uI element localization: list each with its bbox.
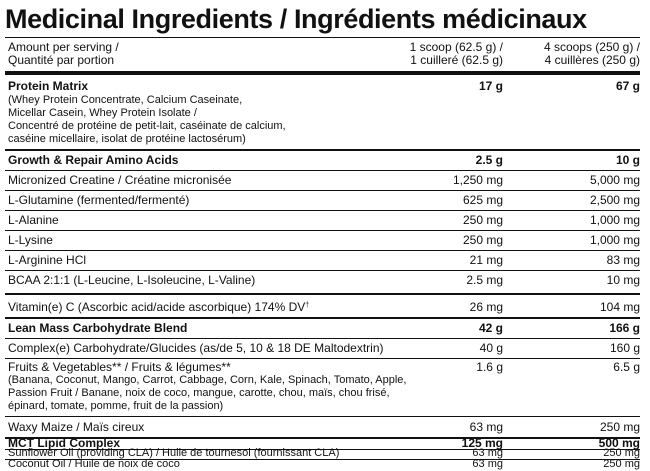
section-value-per-4-scoops: 500 mg — [598, 436, 640, 450]
ingredient-row: L-Lysine 250 mg 1,000 mg — [5, 231, 640, 251]
ingredient-value-per-scoop: 40 g — [479, 341, 503, 355]
ingredient-value-per-4-scoops: 2,500 mg — [589, 193, 640, 207]
serving-col2-line1: 4 scoops (250 g) / — [543, 40, 640, 54]
section-mct-lipid-complex: MCT Lipid Complex 125 mg 500 mg — [5, 436, 640, 450]
section-name: Growth & Repair Amino Acids — [8, 153, 179, 167]
ingredient-label: Micronized Creatine / Créatine micronisé… — [8, 173, 232, 187]
section-name: Lean Mass Carbohydrate Blend — [8, 321, 188, 335]
ingredient-row: Sunflower Oil (providing CLA) / Huile de… — [5, 447, 640, 459]
fruits-vegetables-row: Fruits & Vegetables** / Fruits & légumes… — [5, 359, 640, 417]
title-rule — [5, 37, 640, 38]
ingredient-value-per-4-scoops: 10 mg — [606, 273, 640, 287]
section-value-per-4-scoops: 67 g — [615, 79, 640, 93]
ingredient-value-per-4-scoops: 250 mg — [603, 447, 640, 459]
ingredient-row: Coconut Oil / Huile de noix de coco 63 m… — [5, 458, 640, 470]
ingredient-value-per-scoop: 1,250 mg — [452, 173, 503, 187]
section-value-per-scoop: 125 mg — [461, 436, 503, 450]
serving-col1-line2: 1 cuilleré (62.5 g) — [410, 53, 503, 67]
ingredient-value-per-4-scoops: 104 mg — [599, 300, 640, 314]
section-name: Protein Matrix — [8, 79, 89, 93]
ingredient-value-per-4-scoops: 250 mg — [599, 420, 640, 434]
serving-label-fr: Quantité par portion — [8, 53, 115, 67]
ingredient-row: Complex(e) Carbohydrate/Glucides (as/de … — [5, 339, 640, 359]
header-thick-rule — [5, 71, 640, 75]
section-value-per-scoop: 17 g — [478, 79, 503, 93]
serving-col2-line2: 4 cuillères (250 g) — [544, 53, 640, 67]
fruits-desc-line: épinard, tomate, pomme, fruit de la pass… — [8, 400, 224, 412]
ingredient-value-per-scoop: 63 mg — [472, 447, 503, 459]
ingredient-label: L-Glutamine (fermented/fermenté) — [8, 193, 190, 207]
protein-desc-line: Concentré de protéine de petit-lait, cas… — [8, 120, 286, 132]
fruits-desc-line: (Banana, Coconut, Mango, Carrot, Cabbage… — [8, 374, 407, 386]
section-protein-matrix: Protein Matrix 17 g 67 g — [5, 75, 640, 151]
ingredient-label: Coconut Oil / Huile de noix de coco — [8, 458, 180, 470]
ingredient-value-per-scoop: 2.5 mg — [466, 273, 503, 287]
ingredient-label: L-Lysine — [8, 233, 53, 247]
serving-header: Amount per serving / Quantité par portio… — [5, 40, 640, 70]
ingredient-row: L-Glutamine (fermented/fermenté) 625 mg … — [5, 191, 640, 211]
ingredient-value-per-4-scoops: 160 g — [609, 341, 640, 355]
section-value-per-4-scoops: 10 g — [615, 153, 640, 167]
ingredient-label: BCAA 2:1:1 (L-Leucine, L-Isoleucine, L-V… — [8, 273, 256, 287]
section-amino-acids: Growth & Repair Amino Acids 2.5 g 10 g — [5, 151, 640, 171]
vitamin-c-row: Vitamin(e) C (Ascorbic acid/acide ascorb… — [5, 295, 640, 319]
section-carbohydrate-blend: Lean Mass Carbohydrate Blend 42 g 166 g — [5, 319, 640, 339]
ingredient-row: Waxy Maize / Maïs cireux 63 mg 250 mg — [5, 417, 640, 439]
serving-col1-line1: 1 scoop (62.5 g) / — [409, 40, 503, 54]
ingredient-value-per-scoop: 63 mg — [472, 458, 503, 470]
fruits-desc-line: Passion Fruit / Banane, noix de coco, ma… — [8, 387, 390, 399]
ingredient-label: Fruits & Vegetables** / Fruits & légumes… — [8, 360, 231, 374]
protein-desc-line: Micellar Casein, Whey Protein Isolate / — [8, 107, 197, 119]
section-value-per-scoop: 42 g — [478, 321, 503, 335]
ingredient-label: Sunflower Oil (providing CLA) / Huile de… — [8, 447, 340, 459]
section-name: MCT Lipid Complex — [8, 436, 120, 450]
ingredient-value-per-4-scoops: 6.5 g — [613, 360, 640, 374]
dagger-mark: † — [305, 302, 310, 309]
ingredient-row: Micronized Creatine / Créatine micronisé… — [5, 171, 640, 191]
ingredient-value-per-scoop: 21 mg — [469, 253, 503, 267]
protein-desc-line: caséine micellaire, isolat de protéine l… — [8, 133, 246, 145]
ingredient-value-per-4-scoops: 1,000 mg — [589, 213, 640, 227]
ingredient-row: BCAA 2:1:1 (L-Leucine, L-Isoleucine, L-V… — [5, 271, 640, 295]
ingredient-value-per-scoop: 26 mg — [469, 300, 503, 314]
ingredient-label: L-Arginine HCl — [8, 253, 87, 267]
serving-label-en: Amount per serving / — [8, 40, 119, 54]
ingredient-value-per-4-scoops: 5,000 mg — [589, 173, 640, 187]
vitamin-label-text: Vitamin(e) C (Ascorbic acid/acide ascorb… — [8, 300, 306, 314]
ingredient-value-per-scoop: 625 mg — [462, 193, 503, 207]
protein-desc-line: (Whey Protein Concentrate, Calcium Casei… — [8, 94, 243, 106]
ingredient-label: Vitamin(e) C (Ascorbic acid/acide ascorb… — [8, 301, 309, 314]
ingredient-row: L-Alanine 250 mg 1,000 mg — [5, 211, 640, 231]
ingredient-value-per-scoop: 1.6 g — [476, 360, 503, 374]
section-value-per-scoop: 2.5 g — [475, 153, 503, 167]
ingredient-value-per-scoop: 63 mg — [469, 420, 503, 434]
ingredient-label: L-Alanine — [8, 213, 59, 227]
section-value-per-4-scoops: 166 g — [609, 321, 640, 335]
ingredient-value-per-4-scoops: 83 mg — [606, 253, 640, 267]
ingredient-value-per-4-scoops: 1,000 mg — [589, 233, 640, 247]
panel-title: Medicinal Ingredients / Ingrédients médi… — [5, 4, 587, 34]
ingredient-value-per-scoop: 250 mg — [462, 233, 503, 247]
ingredient-label: Waxy Maize / Maïs cireux — [8, 420, 145, 434]
ingredient-label: Complex(e) Carbohydrate/Glucides (as/de … — [8, 341, 384, 355]
ingredient-value-per-4-scoops: 250 mg — [603, 458, 640, 470]
ingredient-row: L-Arginine HCl 21 mg 83 mg — [5, 251, 640, 271]
ingredient-value-per-scoop: 250 mg — [462, 213, 503, 227]
